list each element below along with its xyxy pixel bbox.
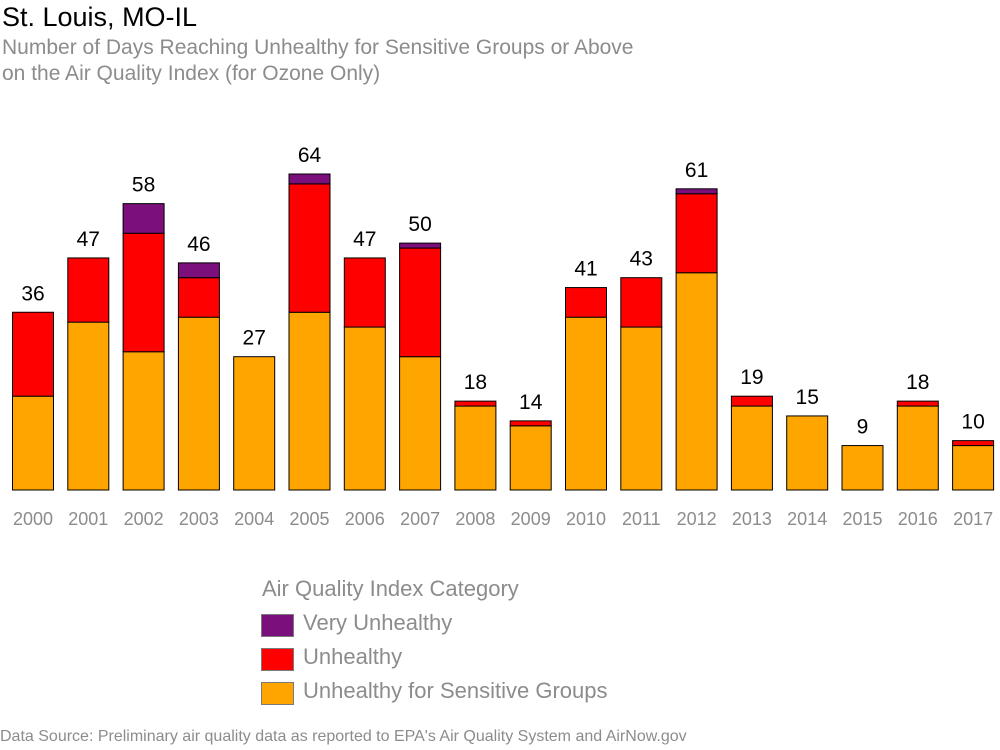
bar-segment-2015-usg <box>841 445 884 491</box>
legend-label: Very Unhealthy <box>303 610 453 635</box>
bar-segment-2010-usg <box>565 316 607 491</box>
bar-segment-2017-usg <box>952 445 995 491</box>
bar-total-label: 43 <box>630 248 653 271</box>
x-tick-label: 2004 <box>234 509 274 529</box>
x-tick-label: 2016 <box>898 509 938 529</box>
bar-segment-2012-usg <box>675 272 718 491</box>
x-tick-label: 2013 <box>732 509 772 529</box>
bar-total-label: 15 <box>796 386 819 409</box>
bar-total-label: 10 <box>961 411 984 434</box>
bar-total-label: 36 <box>21 282 44 305</box>
bar-segment-2003-very-unhealthy <box>177 262 220 279</box>
bar-segment-2008-unhealthy <box>454 400 497 407</box>
bar-segment-2012-unhealthy <box>675 193 718 274</box>
bar-total-label: 9 <box>857 416 869 439</box>
legend-swatch <box>261 614 294 637</box>
x-tick-label: 2011 <box>622 509 661 529</box>
chart-subtitle-line-1: Number of Days Reaching Unhealthy for Se… <box>2 36 634 59</box>
bar-segment-2002-unhealthy <box>122 232 165 353</box>
bar-total-label: 64 <box>298 144 322 167</box>
legend-label: Unhealthy for Sensitive Groups <box>303 678 608 703</box>
bar-segment-2005-usg <box>288 311 331 491</box>
bar-segment-2011-unhealthy <box>620 277 663 328</box>
bar-segment-2002-very-unhealthy <box>122 203 165 234</box>
bar-total-label: 50 <box>408 213 431 236</box>
legend-swatch <box>261 648 294 671</box>
bar-segment-2013-usg <box>730 405 773 491</box>
bar-segment-2004-usg <box>233 356 276 491</box>
bar-segment-2011-usg <box>620 326 663 491</box>
bar-segment-2001-unhealthy <box>67 257 110 323</box>
bar-total-label: 47 <box>77 228 100 251</box>
legend-swatch <box>261 682 294 705</box>
x-tick-label: 2006 <box>345 509 385 529</box>
x-tick-label: 2017 <box>953 509 993 529</box>
bar-segment-2003-usg <box>177 316 220 491</box>
chart-subtitle-line-2: on the Air Quality Index (for Ozone Only… <box>2 62 381 85</box>
bar-total-label: 18 <box>464 371 487 394</box>
x-tick-label: 2010 <box>566 509 606 529</box>
bar-total-label: 61 <box>685 159 708 182</box>
bar-segment-2007-very-unhealthy <box>399 242 442 249</box>
legend-title: Air Quality Index Category <box>262 576 519 601</box>
bar-segment-2001-usg <box>67 321 110 491</box>
bar-segment-2016-usg <box>896 405 939 491</box>
x-tick-label: 2007 <box>400 509 440 529</box>
bar-segment-2009-unhealthy <box>509 420 552 427</box>
legend-label: Unhealthy <box>303 644 403 669</box>
x-tick-label: 2003 <box>179 509 219 529</box>
bar-total-label: 46 <box>187 233 210 256</box>
bar-total-label: 27 <box>243 327 266 350</box>
bar-segment-2006-unhealthy <box>343 257 386 328</box>
bar-total-label: 18 <box>906 371 929 394</box>
bar-segment-2016-unhealthy <box>896 400 939 407</box>
bar-segment-2007-unhealthy <box>399 247 442 358</box>
x-tick-label: 2009 <box>511 509 551 529</box>
x-tick-label: 2014 <box>787 509 827 529</box>
bar-segment-2010-unhealthy <box>565 287 607 318</box>
bar-segment-2014-usg <box>786 415 829 491</box>
bar-segment-2012-very-unhealthy <box>675 188 718 195</box>
x-tick-label: 2005 <box>289 509 329 529</box>
bar-total-label: 41 <box>574 258 597 281</box>
bar-segment-2008-usg <box>454 405 497 491</box>
bar-segment-2000-unhealthy <box>12 311 54 397</box>
data-source-note: Data Source: Preliminary air quality dat… <box>0 728 687 745</box>
bar-total-label: 14 <box>519 391 543 414</box>
bar-chart: 36 2000 47 2001 58 2002 46 2003 27 2004 64 2005 47 20… <box>12 144 995 529</box>
bar-segment-2009-usg <box>509 425 552 491</box>
bar-segment-2005-unhealthy <box>288 183 331 313</box>
bar-segment-2002-usg <box>122 351 165 491</box>
x-tick-label: 2000 <box>13 509 53 529</box>
bar-segment-2007-usg <box>399 356 442 491</box>
chart-title: St. Louis, MO-IL <box>2 2 198 32</box>
bar-segment-2005-very-unhealthy <box>288 173 331 185</box>
bar-total-label: 47 <box>353 228 376 251</box>
x-tick-label: 2002 <box>124 509 164 529</box>
bar-total-label: 58 <box>132 174 155 197</box>
bar-segment-2017-unhealthy <box>952 440 995 447</box>
x-tick-label: 2015 <box>842 509 882 529</box>
x-tick-label: 2001 <box>68 509 108 529</box>
bar-segment-2003-unhealthy <box>177 277 220 318</box>
x-tick-label: 2012 <box>677 509 717 529</box>
bar-total-label: 19 <box>740 366 763 389</box>
bar-segment-2013-unhealthy <box>730 395 773 407</box>
bar-segment-2000-usg <box>12 395 54 491</box>
x-tick-label: 2008 <box>455 509 495 529</box>
bar-segment-2006-usg <box>343 326 386 491</box>
